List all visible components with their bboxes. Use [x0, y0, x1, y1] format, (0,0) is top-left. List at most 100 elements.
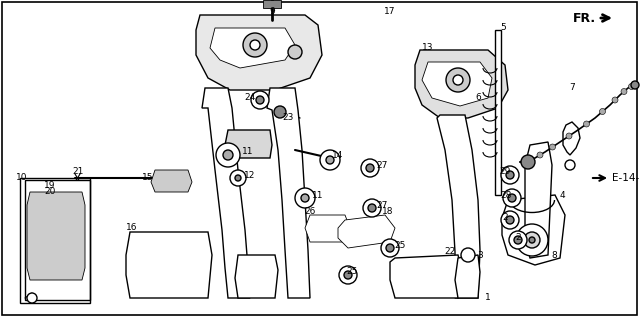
- Text: 12: 12: [244, 170, 256, 179]
- Circle shape: [235, 175, 241, 181]
- Circle shape: [274, 106, 286, 118]
- Text: 10: 10: [16, 174, 28, 183]
- Circle shape: [243, 33, 267, 57]
- Circle shape: [508, 194, 516, 202]
- Text: 11: 11: [312, 190, 324, 199]
- Circle shape: [363, 199, 381, 217]
- Circle shape: [223, 150, 233, 160]
- Polygon shape: [235, 255, 278, 298]
- Text: 26: 26: [304, 208, 316, 217]
- Text: 2: 2: [502, 213, 508, 223]
- Polygon shape: [437, 115, 480, 298]
- Circle shape: [509, 231, 527, 249]
- Text: 23: 23: [282, 114, 294, 122]
- Circle shape: [506, 216, 514, 224]
- Circle shape: [301, 194, 309, 202]
- Circle shape: [628, 84, 634, 89]
- Text: 6: 6: [475, 93, 481, 102]
- Bar: [495, 30, 501, 195]
- Text: 13: 13: [422, 44, 434, 52]
- Polygon shape: [27, 192, 85, 280]
- Circle shape: [288, 45, 302, 59]
- Polygon shape: [225, 130, 272, 158]
- Polygon shape: [422, 62, 492, 106]
- Text: 15: 15: [142, 174, 154, 183]
- Text: 28: 28: [500, 190, 512, 199]
- Polygon shape: [455, 255, 480, 298]
- Text: 1: 1: [485, 294, 491, 302]
- Text: 21: 21: [72, 168, 84, 176]
- Circle shape: [381, 239, 399, 257]
- Circle shape: [339, 266, 357, 284]
- Polygon shape: [196, 15, 322, 90]
- Circle shape: [386, 244, 394, 252]
- Circle shape: [501, 166, 519, 184]
- Text: 27: 27: [376, 201, 388, 210]
- Circle shape: [514, 236, 522, 244]
- Circle shape: [366, 164, 374, 172]
- Text: 19: 19: [44, 181, 56, 190]
- Text: 25: 25: [394, 240, 406, 250]
- Circle shape: [446, 68, 470, 92]
- Text: 20: 20: [44, 188, 56, 197]
- Circle shape: [565, 160, 575, 170]
- Circle shape: [612, 97, 618, 103]
- Circle shape: [631, 81, 639, 89]
- Circle shape: [621, 88, 627, 94]
- Circle shape: [27, 293, 37, 303]
- Text: 2: 2: [515, 233, 521, 243]
- Circle shape: [584, 121, 589, 127]
- Circle shape: [361, 159, 379, 177]
- Circle shape: [320, 150, 340, 170]
- Polygon shape: [305, 215, 350, 242]
- Circle shape: [503, 189, 521, 207]
- Bar: [25, 180, 90, 300]
- Circle shape: [506, 171, 514, 179]
- Text: E-14-10: E-14-10: [612, 173, 640, 183]
- Text: 16: 16: [126, 224, 138, 232]
- Circle shape: [344, 271, 352, 279]
- Text: 22: 22: [444, 247, 456, 257]
- Circle shape: [524, 232, 540, 248]
- Polygon shape: [390, 255, 462, 298]
- Bar: [20, 178, 90, 303]
- Text: 25: 25: [346, 267, 358, 276]
- Text: 8: 8: [551, 251, 557, 259]
- Text: 24: 24: [244, 93, 255, 102]
- Text: 27: 27: [376, 161, 388, 169]
- Circle shape: [295, 188, 315, 208]
- Circle shape: [566, 133, 572, 139]
- Circle shape: [521, 155, 535, 169]
- Text: 14: 14: [332, 150, 344, 160]
- Text: FR.: FR.: [573, 12, 596, 25]
- Circle shape: [461, 248, 475, 262]
- Polygon shape: [502, 195, 565, 265]
- Circle shape: [250, 40, 260, 50]
- Circle shape: [251, 91, 269, 109]
- Polygon shape: [210, 28, 295, 68]
- Text: 29: 29: [499, 168, 511, 176]
- Circle shape: [516, 224, 548, 256]
- Polygon shape: [202, 88, 250, 298]
- Text: 5: 5: [500, 24, 506, 32]
- Text: 4: 4: [559, 190, 565, 199]
- Text: 9: 9: [269, 8, 275, 17]
- Circle shape: [501, 211, 519, 229]
- Polygon shape: [267, 88, 310, 298]
- Polygon shape: [415, 50, 508, 118]
- Polygon shape: [151, 170, 192, 192]
- Circle shape: [216, 143, 240, 167]
- Text: 17: 17: [384, 8, 396, 17]
- Circle shape: [368, 204, 376, 212]
- Circle shape: [453, 75, 463, 85]
- Text: 3: 3: [477, 251, 483, 259]
- Circle shape: [256, 96, 264, 104]
- Bar: [263, 0, 281, 8]
- Circle shape: [230, 170, 246, 186]
- Circle shape: [326, 156, 334, 164]
- Text: 11: 11: [243, 148, 253, 156]
- Text: 7: 7: [569, 84, 575, 93]
- Circle shape: [600, 108, 605, 114]
- Polygon shape: [126, 232, 212, 298]
- Circle shape: [537, 152, 543, 158]
